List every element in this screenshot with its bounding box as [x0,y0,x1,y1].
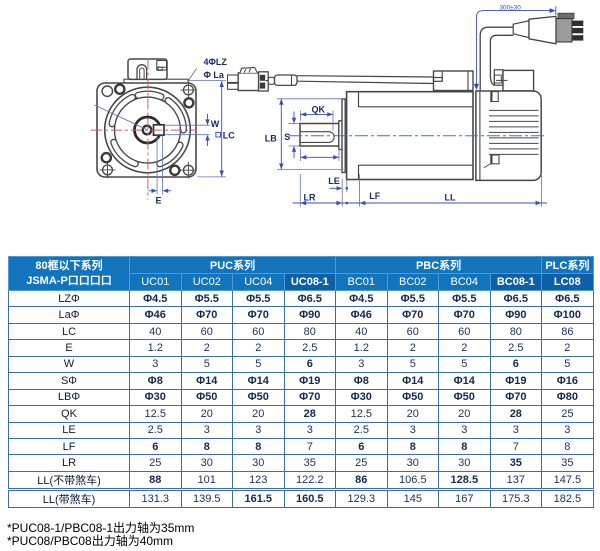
svg-text:E: E [156,195,162,205]
svg-text:LR: LR [304,192,316,202]
svg-text:QK: QK [312,105,326,115]
svg-text:300±30: 300±30 [500,4,522,11]
svg-text:LF: LF [369,191,380,201]
svg-text:LE: LE [328,176,340,186]
svg-text:4ΦLZ: 4ΦLZ [204,57,228,67]
svg-text:S: S [284,132,290,142]
svg-text:LL: LL [445,192,456,202]
svg-text:LC: LC [223,131,235,141]
svg-text:Φ La: Φ La [204,70,225,80]
svg-text:LB: LB [265,133,277,143]
svg-text:W: W [211,119,220,129]
